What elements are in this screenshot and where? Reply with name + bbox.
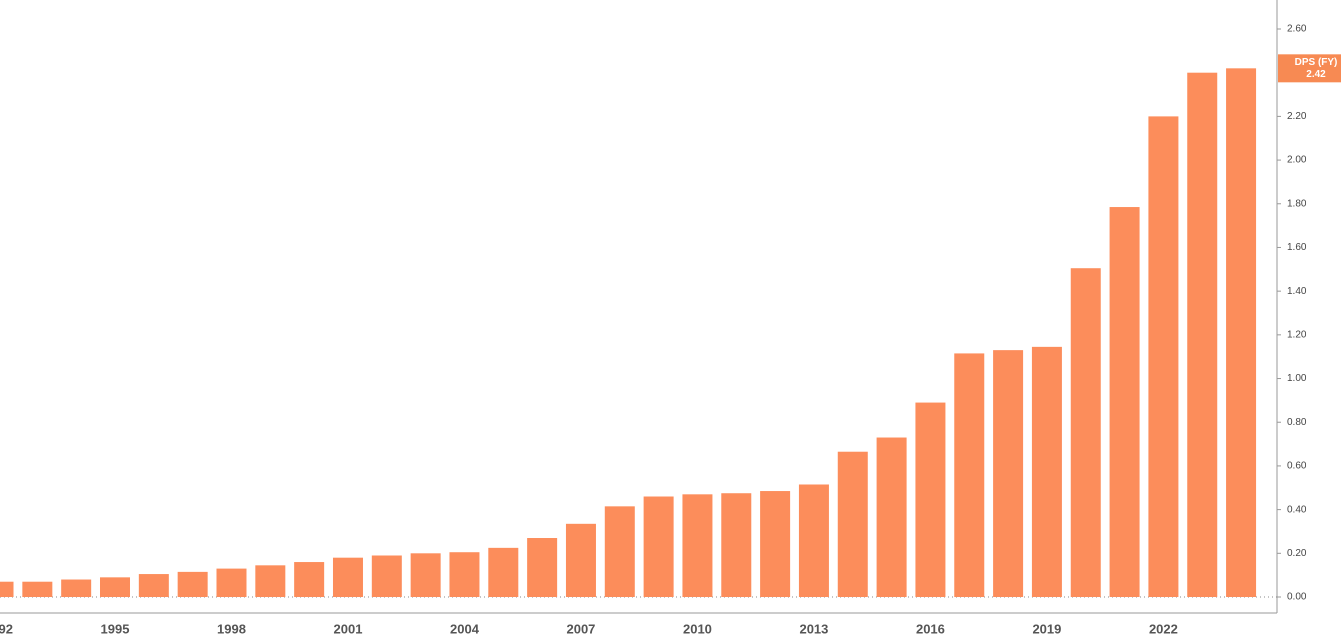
y-tick-label: 0.00 <box>1287 592 1307 603</box>
bar <box>61 579 92 597</box>
y-tick-label: 1.00 <box>1287 373 1307 384</box>
y-tick-label: 2.60 <box>1287 24 1307 35</box>
bar <box>876 437 907 597</box>
bar <box>255 565 286 597</box>
x-tick-label: 1995 <box>101 621 130 636</box>
x-tick-label: 2010 <box>683 621 712 636</box>
x-tick-label: 2001 <box>334 621 363 636</box>
bar <box>177 571 208 597</box>
bar <box>1109 207 1140 598</box>
bar <box>993 350 1024 597</box>
y-tick-label: 1.80 <box>1287 198 1307 209</box>
bar <box>1226 68 1257 598</box>
bar <box>332 557 363 597</box>
bar <box>216 568 247 597</box>
last-value-box <box>1278 54 1341 83</box>
y-tick-label: 0.20 <box>1287 548 1307 559</box>
bar <box>798 484 829 597</box>
bar <box>915 402 946 597</box>
x-tick-label: 2022 <box>1149 621 1178 636</box>
x-tick-label: 2007 <box>566 621 595 636</box>
y-tick-label: 2.00 <box>1287 155 1307 166</box>
x-tick-label: 2016 <box>916 621 945 636</box>
bar <box>449 552 480 597</box>
bar <box>488 547 519 597</box>
bar <box>721 493 752 597</box>
bar <box>954 353 985 597</box>
bar <box>22 581 53 597</box>
bar <box>371 555 402 597</box>
y-tick-label: 2.20 <box>1287 111 1307 122</box>
bar <box>0 581 14 597</box>
bar <box>565 523 596 597</box>
bar <box>1187 72 1218 597</box>
bar <box>604 506 635 597</box>
bar <box>100 577 130 597</box>
y-tick-label: 0.80 <box>1287 417 1307 428</box>
bar <box>410 553 441 597</box>
legend-label: DPS (FY) <box>1295 57 1338 68</box>
bar <box>1031 346 1062 597</box>
bar <box>682 494 713 597</box>
x-tick-label: 1998 <box>217 621 246 636</box>
y-tick-label: 1.40 <box>1287 286 1307 297</box>
bar <box>1148 116 1179 597</box>
bar <box>643 496 674 597</box>
bar <box>837 451 868 597</box>
y-tick-label: 1.60 <box>1287 242 1307 253</box>
last-value-label: 2.42 <box>1306 69 1326 80</box>
bar <box>760 491 791 597</box>
y-tick-label: 0.60 <box>1287 461 1307 472</box>
bar <box>294 562 325 597</box>
bar <box>138 574 169 597</box>
x-tick-label: 2019 <box>1032 621 1061 636</box>
bar <box>527 538 558 597</box>
y-tick-label: 1.20 <box>1287 329 1307 340</box>
x-tick-label: 2013 <box>799 621 828 636</box>
bar <box>1070 268 1101 597</box>
x-tick-label: 1992 <box>0 621 13 636</box>
x-tick-label: 2004 <box>450 621 480 636</box>
y-tick-label: 0.40 <box>1287 504 1307 515</box>
